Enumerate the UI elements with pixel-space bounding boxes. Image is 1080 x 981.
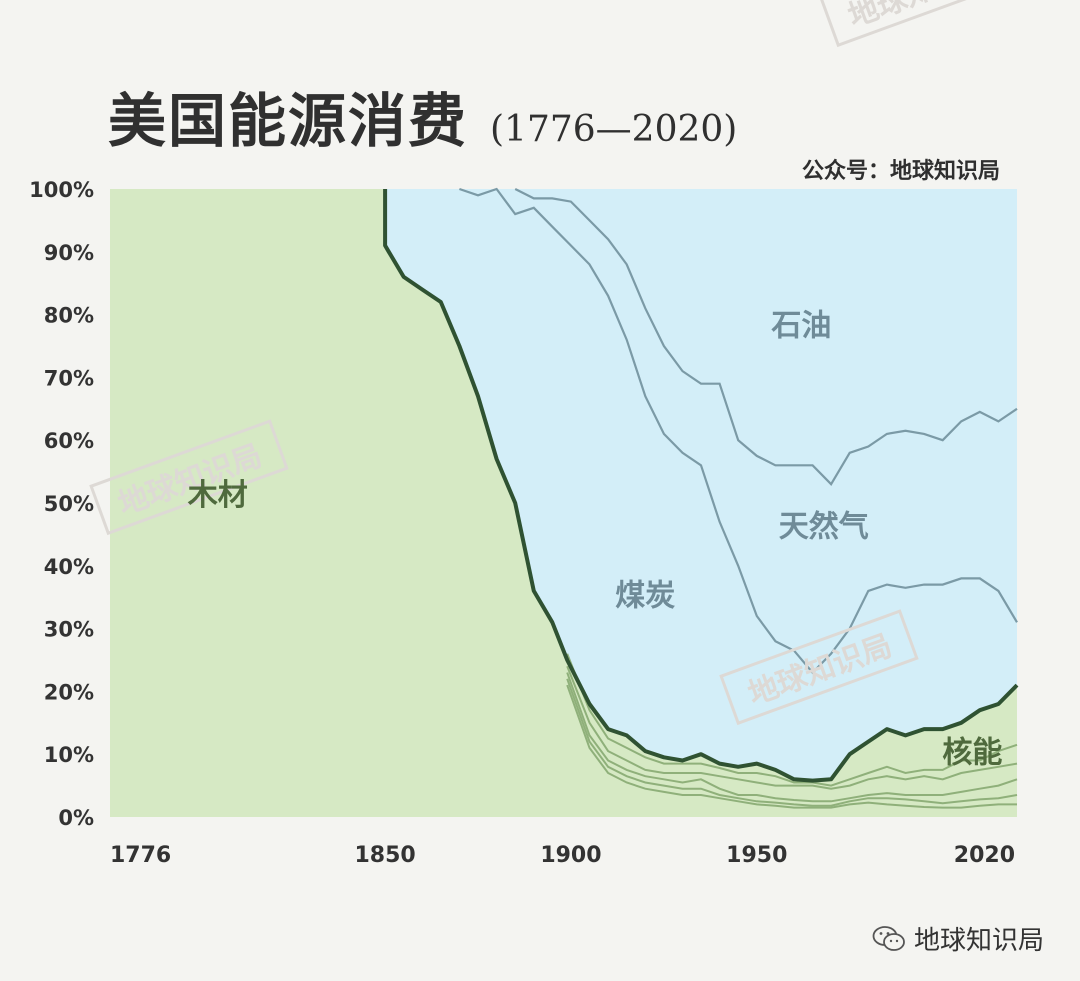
- series-line-gas-upper: [514, 188, 1018, 486]
- footer-brand: 地球知识局: [872, 920, 1044, 957]
- x-tick-label: 1900: [540, 843, 601, 868]
- watermark-frame: [819, 0, 1019, 48]
- watermark-frame: [719, 609, 919, 726]
- y-tick-label: 70%: [44, 366, 94, 390]
- series-line-inner: [566, 653, 1018, 787]
- watermark-text: 地球知识局: [844, 0, 997, 35]
- x-tick-label: 2020: [954, 843, 1015, 868]
- wood-area: [110, 189, 1017, 817]
- series-line-inner: [566, 672, 1018, 803]
- y-tick-label: 40%: [44, 555, 94, 579]
- area-label: 木材: [187, 478, 248, 513]
- y-tick-label: 90%: [44, 241, 94, 265]
- series-line-wood-boundary: [383, 189, 1019, 783]
- x-tick-label: 1950: [726, 843, 787, 868]
- area-label: 天然气: [779, 510, 869, 545]
- x-tick-label: 1850: [354, 843, 415, 868]
- y-tick-label: 60%: [44, 429, 94, 453]
- area-label: 石油: [770, 309, 831, 344]
- y-tick-label: 100%: [29, 178, 94, 202]
- watermark-frame: [89, 419, 289, 536]
- series-line-inner: [566, 678, 1018, 807]
- y-tick-label: 20%: [44, 680, 94, 704]
- title-years: (1776—2020): [490, 109, 738, 150]
- source-credit: 公众号：地球知识局: [801, 159, 1000, 184]
- chart-areas: [110, 189, 1017, 817]
- page-title: 美国能源消费: [108, 87, 469, 155]
- series-line-inner: [566, 665, 1018, 790]
- y-tick-label: 0%: [58, 806, 94, 830]
- watermark: 地球知识局: [819, 0, 1019, 48]
- wechat-icon: [872, 925, 905, 951]
- area-label: 煤炭: [615, 579, 675, 614]
- y-tick-label: 50%: [44, 492, 94, 516]
- series-line-inner: [566, 684, 1017, 809]
- area-label: 核能: [942, 736, 1002, 771]
- x-tick-label: 1776: [110, 843, 171, 868]
- y-axis-ticks: 0% 10% 20% 30% 40% 50% 60% 70% 80% 90% 100%: [29, 178, 94, 830]
- y-tick-label: 80%: [44, 304, 94, 328]
- chart-lines: [383, 187, 1019, 809]
- x-axis-ticks: 1776 1850 1900 1950 2020: [110, 843, 1015, 868]
- y-tick-label: 10%: [44, 743, 94, 767]
- footer-brand-label: 地球知识局: [913, 926, 1044, 956]
- series-line-coal-upper: [459, 187, 1018, 675]
- y-tick-label: 30%: [44, 618, 94, 642]
